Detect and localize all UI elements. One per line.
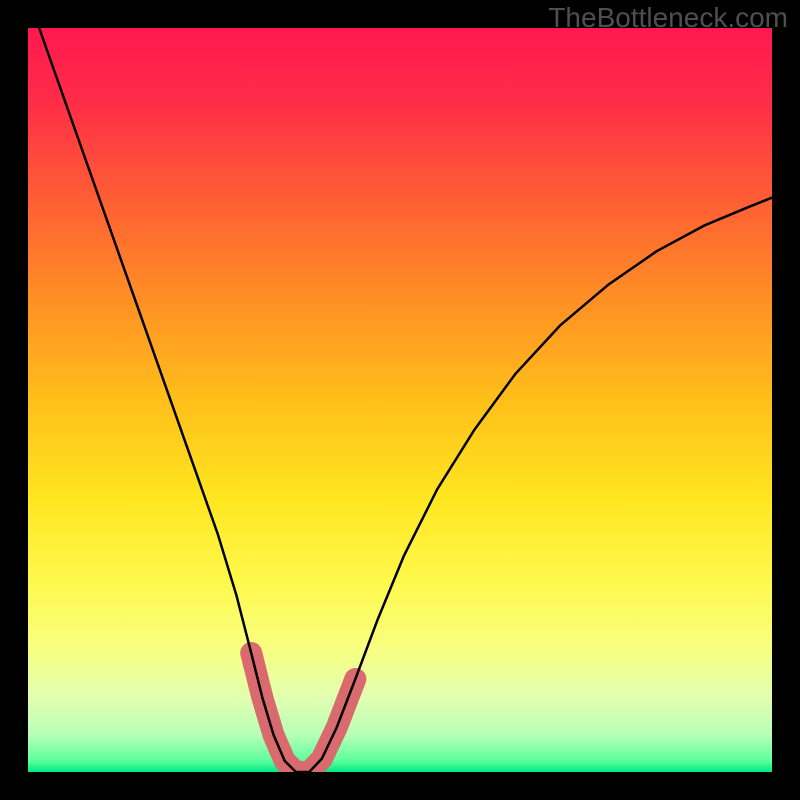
bottleneck-curve-chart: [0, 0, 800, 800]
gradient-background: [28, 28, 772, 772]
chart-frame: TheBottleneck.com: [0, 0, 800, 800]
watermark-text: TheBottleneck.com: [548, 2, 788, 34]
